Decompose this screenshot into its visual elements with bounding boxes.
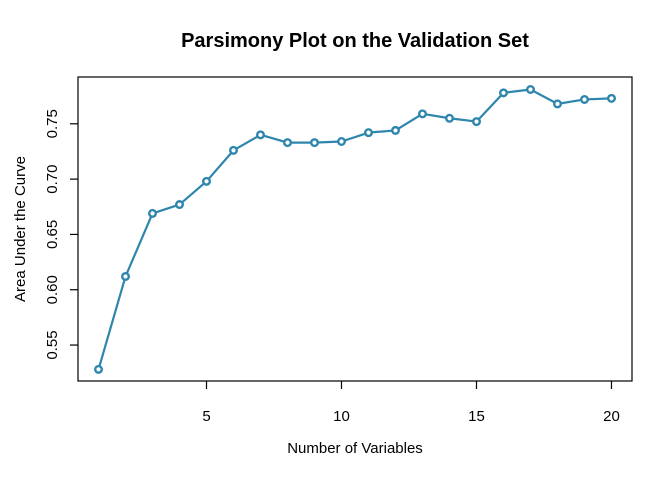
data-point-marker: [444, 113, 454, 123]
data-point-marker: [417, 109, 427, 119]
y-axis-label: Area Under the Curve: [12, 156, 29, 302]
data-point-marker: [579, 94, 589, 104]
data-point-marker: [363, 128, 373, 138]
data-point-marker: [310, 138, 320, 148]
x-tick-label: 5: [202, 408, 210, 425]
data-point-marker: [175, 200, 185, 210]
data-point-marker: [390, 125, 400, 135]
axis-ticks: 5 10 15 20 0.55 0.60 0.65 0.70 0.75: [44, 109, 620, 425]
x-tick-label: 20: [603, 408, 620, 425]
data-point-marker: [606, 93, 616, 103]
x-tick-label: 15: [468, 408, 485, 425]
series-line: [97, 88, 613, 371]
data-point-marker: [148, 208, 158, 218]
y-tick-label: 0.65: [44, 220, 61, 249]
x-axis-label: Number of Variables: [287, 440, 423, 457]
data-point-marker: [202, 176, 212, 186]
y-tick-label: 0.60: [44, 275, 61, 304]
y-tick-label: 0.75: [44, 109, 61, 138]
data-point-marker: [121, 271, 131, 281]
data-point-marker: [337, 136, 347, 146]
x-tick-label: 10: [333, 408, 350, 425]
data-point-marker: [256, 130, 266, 140]
data-point-marker: [471, 117, 481, 127]
plot-title: Parsimony Plot on the Validation Set: [181, 30, 529, 52]
data-point-marker: [283, 138, 293, 148]
data-point-marker: [552, 99, 562, 109]
data-point-marker: [229, 145, 239, 155]
data-point-marker: [525, 85, 535, 95]
plot-box: [77, 76, 633, 382]
y-tick-label: 0.55: [44, 330, 61, 359]
data-series: [94, 85, 616, 374]
data-point-marker: [498, 88, 508, 98]
data-point-marker: [94, 364, 104, 374]
y-tick-label: 0.70: [44, 165, 61, 194]
